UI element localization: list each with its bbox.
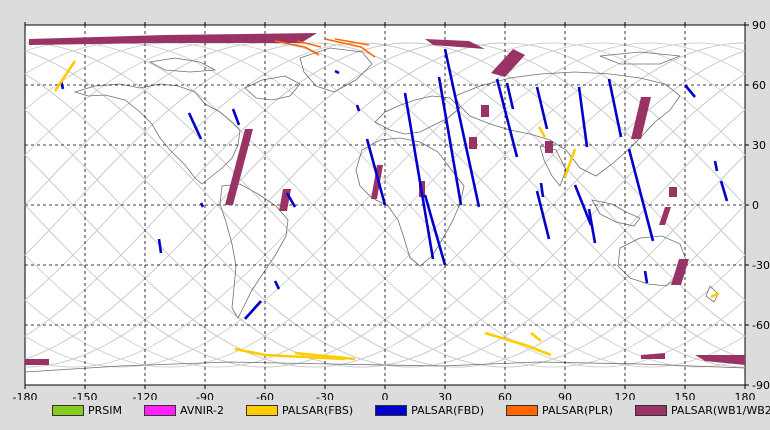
x-tick-label: -180 bbox=[13, 391, 38, 400]
fbs-swath bbox=[710, 291, 720, 299]
x-tick-label: 60 bbox=[498, 391, 512, 400]
fbd-swath bbox=[495, 78, 519, 158]
fbd-swath bbox=[157, 238, 163, 254]
coverage-swaths bbox=[25, 33, 745, 365]
fbd-swath bbox=[577, 86, 589, 148]
wb-swath bbox=[671, 259, 689, 285]
wb-swath bbox=[545, 141, 553, 153]
legend-swatch-palsar-fbd bbox=[375, 404, 408, 416]
coverage-map: -180 -150 -120 -90 -60 -30 0 30 60 90 120 150 180 90… bbox=[13, 19, 770, 400]
latitude-labels: 90 60 30 0 -30 -60 -90 bbox=[752, 19, 770, 392]
coastlines bbox=[24, 47, 746, 373]
fbd-swath bbox=[423, 194, 447, 266]
y-tick-label: 0 bbox=[752, 199, 759, 212]
y-tick-label: 30 bbox=[752, 139, 766, 152]
wb-swath bbox=[669, 187, 677, 197]
wb-swath bbox=[29, 33, 317, 45]
fbd-swath bbox=[437, 76, 463, 206]
fbd-swath bbox=[355, 104, 361, 112]
x-tick-label: -60 bbox=[256, 391, 274, 400]
x-tick-label: 180 bbox=[735, 391, 756, 400]
y-tick-label: 60 bbox=[752, 79, 766, 92]
plr-swath bbox=[274, 40, 320, 56]
wb-swath bbox=[631, 97, 651, 139]
x-tick-label: -90 bbox=[196, 391, 214, 400]
fbd-swath bbox=[365, 138, 387, 206]
plr-swath bbox=[296, 40, 322, 48]
fbd-swath bbox=[199, 202, 205, 208]
plr-swath bbox=[334, 38, 370, 46]
fbd-swath bbox=[505, 82, 515, 110]
y-tick-label: -30 bbox=[752, 259, 770, 272]
wb-swath bbox=[25, 359, 49, 365]
fbd-swath bbox=[443, 48, 481, 208]
fbd-swath bbox=[587, 208, 597, 244]
fbd-swath bbox=[713, 160, 719, 172]
fbd-swath bbox=[539, 182, 545, 198]
y-tick-label: -90 bbox=[752, 379, 770, 392]
legend-swatch-avnir2 bbox=[144, 404, 176, 416]
wb-swath bbox=[641, 353, 665, 359]
fbs-swath bbox=[294, 351, 356, 361]
fbd-swath bbox=[334, 69, 340, 75]
legend-label-avnir2: AVNIR-2 bbox=[180, 403, 224, 417]
x-tick-label: 30 bbox=[438, 391, 452, 400]
legend-swatch-prsim bbox=[52, 404, 84, 416]
plr-swath bbox=[324, 38, 376, 58]
wb-swath bbox=[481, 105, 489, 117]
wb-swath bbox=[695, 355, 745, 365]
fbs-swath bbox=[53, 60, 77, 92]
legend-swatch-palsar-fbs bbox=[245, 404, 278, 416]
fbd-swath bbox=[285, 192, 297, 208]
fbd-swath bbox=[535, 190, 551, 240]
y-tick-label: 90 bbox=[752, 19, 766, 32]
x-tick-label: -30 bbox=[316, 391, 334, 400]
wb-swath bbox=[225, 129, 253, 205]
x-tick-label: 90 bbox=[558, 391, 572, 400]
y-tick-label: -60 bbox=[752, 319, 770, 332]
longitude-labels: -180 -150 -120 -90 -60 -30 0 30 60 90 120 150 180 bbox=[13, 391, 756, 400]
legend-item-avnir2: AVNIR-2 bbox=[144, 404, 224, 417]
fbs-swath bbox=[563, 148, 577, 178]
legend-item-prsim: PRSIM bbox=[52, 404, 122, 417]
legend-swatch-palsar-plr bbox=[506, 404, 539, 416]
fbs-swath bbox=[530, 331, 542, 343]
legend-swatch-palsar-wb bbox=[634, 404, 667, 416]
legend: PRSIM AVNIR-2 PALSAR(FBS) PALSAR(FBD) PA… bbox=[52, 402, 770, 418]
legend-label-palsar-wb: PALSAR(WB1/WB2) bbox=[670, 403, 770, 417]
legend-item-palsar-fbs: PALSAR(FBS) bbox=[245, 403, 354, 417]
wb-swath bbox=[371, 165, 383, 199]
fbd-swath bbox=[403, 92, 435, 260]
fbd-swath bbox=[607, 78, 623, 138]
legend-item-palsar-wb: PALSAR(WB1/WB2) bbox=[634, 403, 770, 417]
wb-swath bbox=[491, 49, 525, 77]
wb-swath bbox=[659, 207, 671, 225]
fbs-swath bbox=[537, 126, 547, 138]
x-tick-label: 120 bbox=[615, 391, 636, 400]
legend-label-palsar-fbd: PALSAR(FBD) bbox=[411, 403, 485, 417]
legend-label-prsim: PRSIM bbox=[88, 403, 122, 417]
fbd-swath bbox=[535, 86, 549, 130]
wb-swath bbox=[425, 39, 485, 49]
fbd-swath bbox=[719, 180, 729, 202]
legend-label-palsar-plr: PALSAR(PLR) bbox=[542, 403, 613, 417]
fbd-swath bbox=[643, 270, 649, 284]
legend-item-palsar-fbd: PALSAR(FBD) bbox=[375, 404, 484, 417]
fbs-swath bbox=[484, 331, 552, 357]
legend-label-palsar-fbs: PALSAR(FBS) bbox=[281, 403, 354, 417]
fbd-swath bbox=[684, 84, 696, 98]
x-tick-label: 0 bbox=[382, 391, 389, 400]
fbd-swath bbox=[273, 280, 281, 290]
legend-item-palsar-plr: PALSAR(PLR) bbox=[506, 404, 613, 417]
fbd-swath bbox=[231, 108, 241, 126]
x-tick-label: 150 bbox=[675, 391, 696, 400]
x-tick-label: -120 bbox=[133, 391, 158, 400]
wb-swath bbox=[469, 137, 477, 149]
fbd-swath bbox=[187, 112, 203, 140]
x-tick-label: -150 bbox=[73, 391, 98, 400]
fbd-swath bbox=[244, 300, 262, 320]
fbd-swath bbox=[627, 148, 655, 242]
fbd-swath bbox=[573, 184, 593, 226]
fbs-swath bbox=[234, 347, 346, 361]
